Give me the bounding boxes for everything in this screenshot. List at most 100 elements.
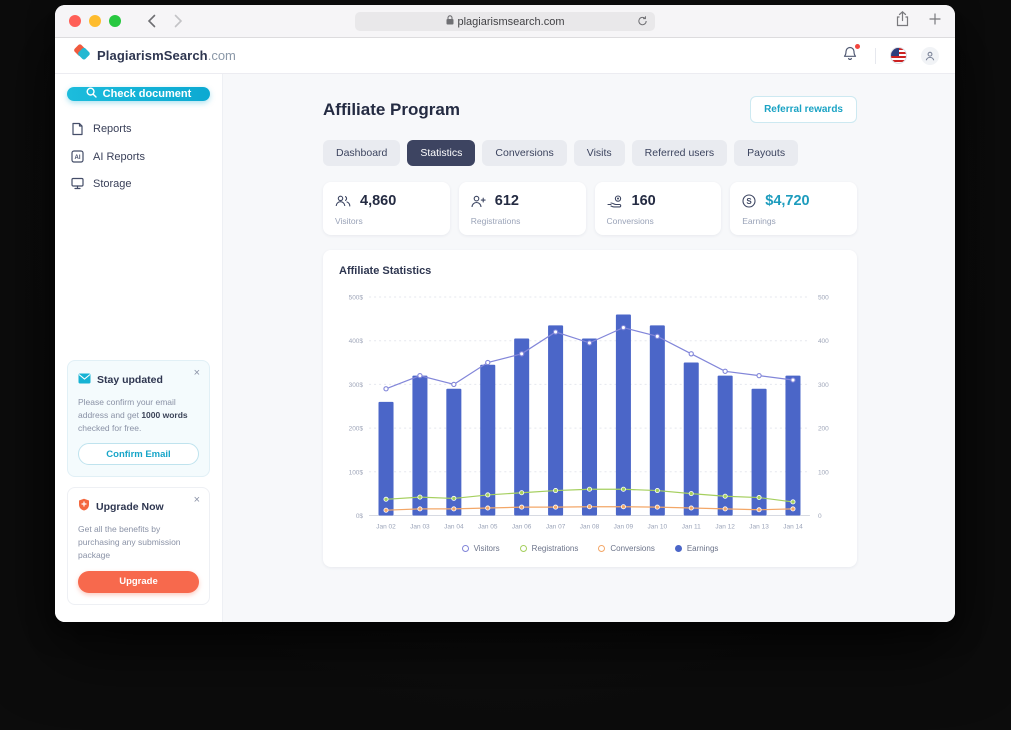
tab-referred-users[interactable]: Referred users xyxy=(631,140,728,166)
sidebar-item-label: Storage xyxy=(93,177,132,190)
address-bar[interactable]: plagiarismsearch.com xyxy=(355,12,655,31)
svg-text:100$: 100$ xyxy=(349,469,364,476)
tab-statistics[interactable]: Statistics xyxy=(407,140,476,166)
sidebar-item-reports[interactable]: Reports xyxy=(67,117,210,141)
stat-card-earnings: S $4,720 Earnings xyxy=(730,182,857,235)
sidebar-item-ai-reports[interactable]: AI AI Reports xyxy=(67,145,210,168)
check-document-button[interactable]: Check document xyxy=(67,87,210,101)
sidebar: Check document Reports AI AI Reports Sto… xyxy=(55,74,223,622)
shield-icon xyxy=(78,498,90,516)
promo-title: Stay updated xyxy=(97,374,163,386)
divider xyxy=(875,47,876,64)
tab-visits[interactable]: Visits xyxy=(573,140,625,166)
browser-window: plagiarismsearch.com PlagiarismSearch.co… xyxy=(55,5,955,622)
chart-plot-area[interactable]: 0$ 0 100$ 100 200$ 200 300$ 300 400$ 400 500$ 500 Ja… xyxy=(339,287,841,540)
browser-nav xyxy=(147,14,183,28)
svg-text:Jan 03: Jan 03 xyxy=(410,523,430,530)
svg-text:0: 0 xyxy=(818,513,822,520)
svg-text:100: 100 xyxy=(818,469,829,476)
ai-badge-icon: AI xyxy=(71,150,84,163)
svg-text:200: 200 xyxy=(818,426,829,433)
visitors-icon xyxy=(335,195,351,207)
promo-text: Get all the benefits by purchasing any s… xyxy=(78,524,181,560)
browser-toolbar: plagiarismsearch.com xyxy=(55,5,955,38)
legend-marker xyxy=(598,544,606,552)
storage-icon xyxy=(71,177,84,190)
svg-text:Jan 14: Jan 14 xyxy=(783,523,803,530)
legend-item-visitors[interactable]: Visitors xyxy=(461,543,500,553)
svg-text:AI: AI xyxy=(75,155,81,161)
url-text: plagiarismsearch.com xyxy=(457,15,565,28)
stat-value: $4,720 xyxy=(765,193,810,209)
stat-card-visitors: 4,860 Visitors xyxy=(323,182,450,235)
stats-row: 4,860 Visitors 612 Registrations 160 xyxy=(323,182,857,235)
brand-logo[interactable]: PlagiarismSearch.com xyxy=(71,44,236,67)
notification-badge xyxy=(855,43,860,49)
chart-legend: Visitors Registrations Conversions Earnings xyxy=(339,544,841,557)
legend-item-registrations[interactable]: Registrations xyxy=(519,543,579,553)
svg-text:Jan 11: Jan 11 xyxy=(682,523,701,530)
report-document-icon xyxy=(71,122,84,136)
referral-rewards-button[interactable]: Referral rewards xyxy=(750,96,857,123)
stat-value: 160 xyxy=(631,193,656,209)
legend-label: Registrations xyxy=(531,543,579,553)
brand-suffix: .com xyxy=(207,47,236,63)
legend-item-conversions[interactable]: Conversions xyxy=(598,543,655,553)
confirm-email-button[interactable]: Confirm Email xyxy=(78,443,199,466)
stat-card-registrations: 612 Registrations xyxy=(458,182,586,235)
back-icon[interactable] xyxy=(147,14,156,28)
svg-text:300$: 300$ xyxy=(349,382,364,389)
stat-card-conversions: 160 Conversions xyxy=(594,182,722,235)
stat-value: 4,860 xyxy=(360,193,397,209)
main-content: Affiliate Program Referral rewards Dashb… xyxy=(223,74,955,622)
upgrade-button[interactable]: Upgrade xyxy=(78,570,199,593)
close-icon[interactable]: × xyxy=(193,494,200,507)
zoom-window-button[interactable] xyxy=(109,15,121,27)
stat-label: Visitors xyxy=(335,216,363,226)
conversions-icon xyxy=(606,194,623,208)
legend-item-earnings[interactable]: Earnings xyxy=(674,543,719,553)
svg-text:Jan 02: Jan 02 xyxy=(376,523,396,530)
svg-text:Jan 04: Jan 04 xyxy=(444,523,464,530)
browser-actions xyxy=(896,10,941,32)
stay-updated-card: × Stay updated Please confirm your email… xyxy=(67,360,210,478)
svg-text:Jan 13: Jan 13 xyxy=(749,523,769,530)
svg-text:Jan 08: Jan 08 xyxy=(580,523,600,530)
svg-text:Jan 05: Jan 05 xyxy=(478,523,498,530)
lock-icon xyxy=(446,15,454,28)
user-avatar[interactable] xyxy=(921,46,939,65)
reload-icon[interactable] xyxy=(637,15,648,30)
registrations-icon xyxy=(471,195,486,208)
new-tab-icon[interactable] xyxy=(929,12,941,30)
upgrade-card: × Upgrade Now Get all the benefits by pu… xyxy=(67,487,210,605)
close-window-button[interactable] xyxy=(69,15,81,27)
legend-label: Visitors xyxy=(473,543,500,553)
promo-title: Upgrade Now xyxy=(96,501,164,514)
tab-conversions[interactable]: Conversions xyxy=(482,140,567,166)
stat-label: Earnings xyxy=(742,216,776,226)
legend-marker xyxy=(461,544,469,552)
minimize-window-button[interactable] xyxy=(89,15,101,27)
search-icon xyxy=(86,87,97,101)
chart-title: Affiliate Statistics xyxy=(339,265,432,277)
notifications-bell-icon[interactable] xyxy=(839,43,861,68)
logo-icon xyxy=(71,44,90,67)
share-icon[interactable] xyxy=(896,10,909,32)
svg-text:S: S xyxy=(747,197,753,206)
tab-payouts[interactable]: Payouts xyxy=(734,140,799,166)
close-icon[interactable]: × xyxy=(193,367,200,379)
sidebar-item-label: AI Reports xyxy=(93,150,145,163)
forward-icon[interactable] xyxy=(174,14,183,28)
legend-marker xyxy=(674,544,682,552)
svg-text:400: 400 xyxy=(818,338,829,345)
language-selector[interactable]: English xyxy=(67,621,210,623)
tab-dashboard[interactable]: Dashboard xyxy=(323,140,401,166)
sidebar-item-storage[interactable]: Storage xyxy=(67,172,210,195)
legend-label: Conversions xyxy=(610,543,655,553)
legend-label: Earnings xyxy=(686,543,719,553)
language-flag-icon[interactable] xyxy=(890,47,907,64)
svg-text:400$: 400$ xyxy=(349,338,364,345)
earnings-icon: S xyxy=(742,194,756,208)
svg-text:Jan 10: Jan 10 xyxy=(648,523,668,530)
